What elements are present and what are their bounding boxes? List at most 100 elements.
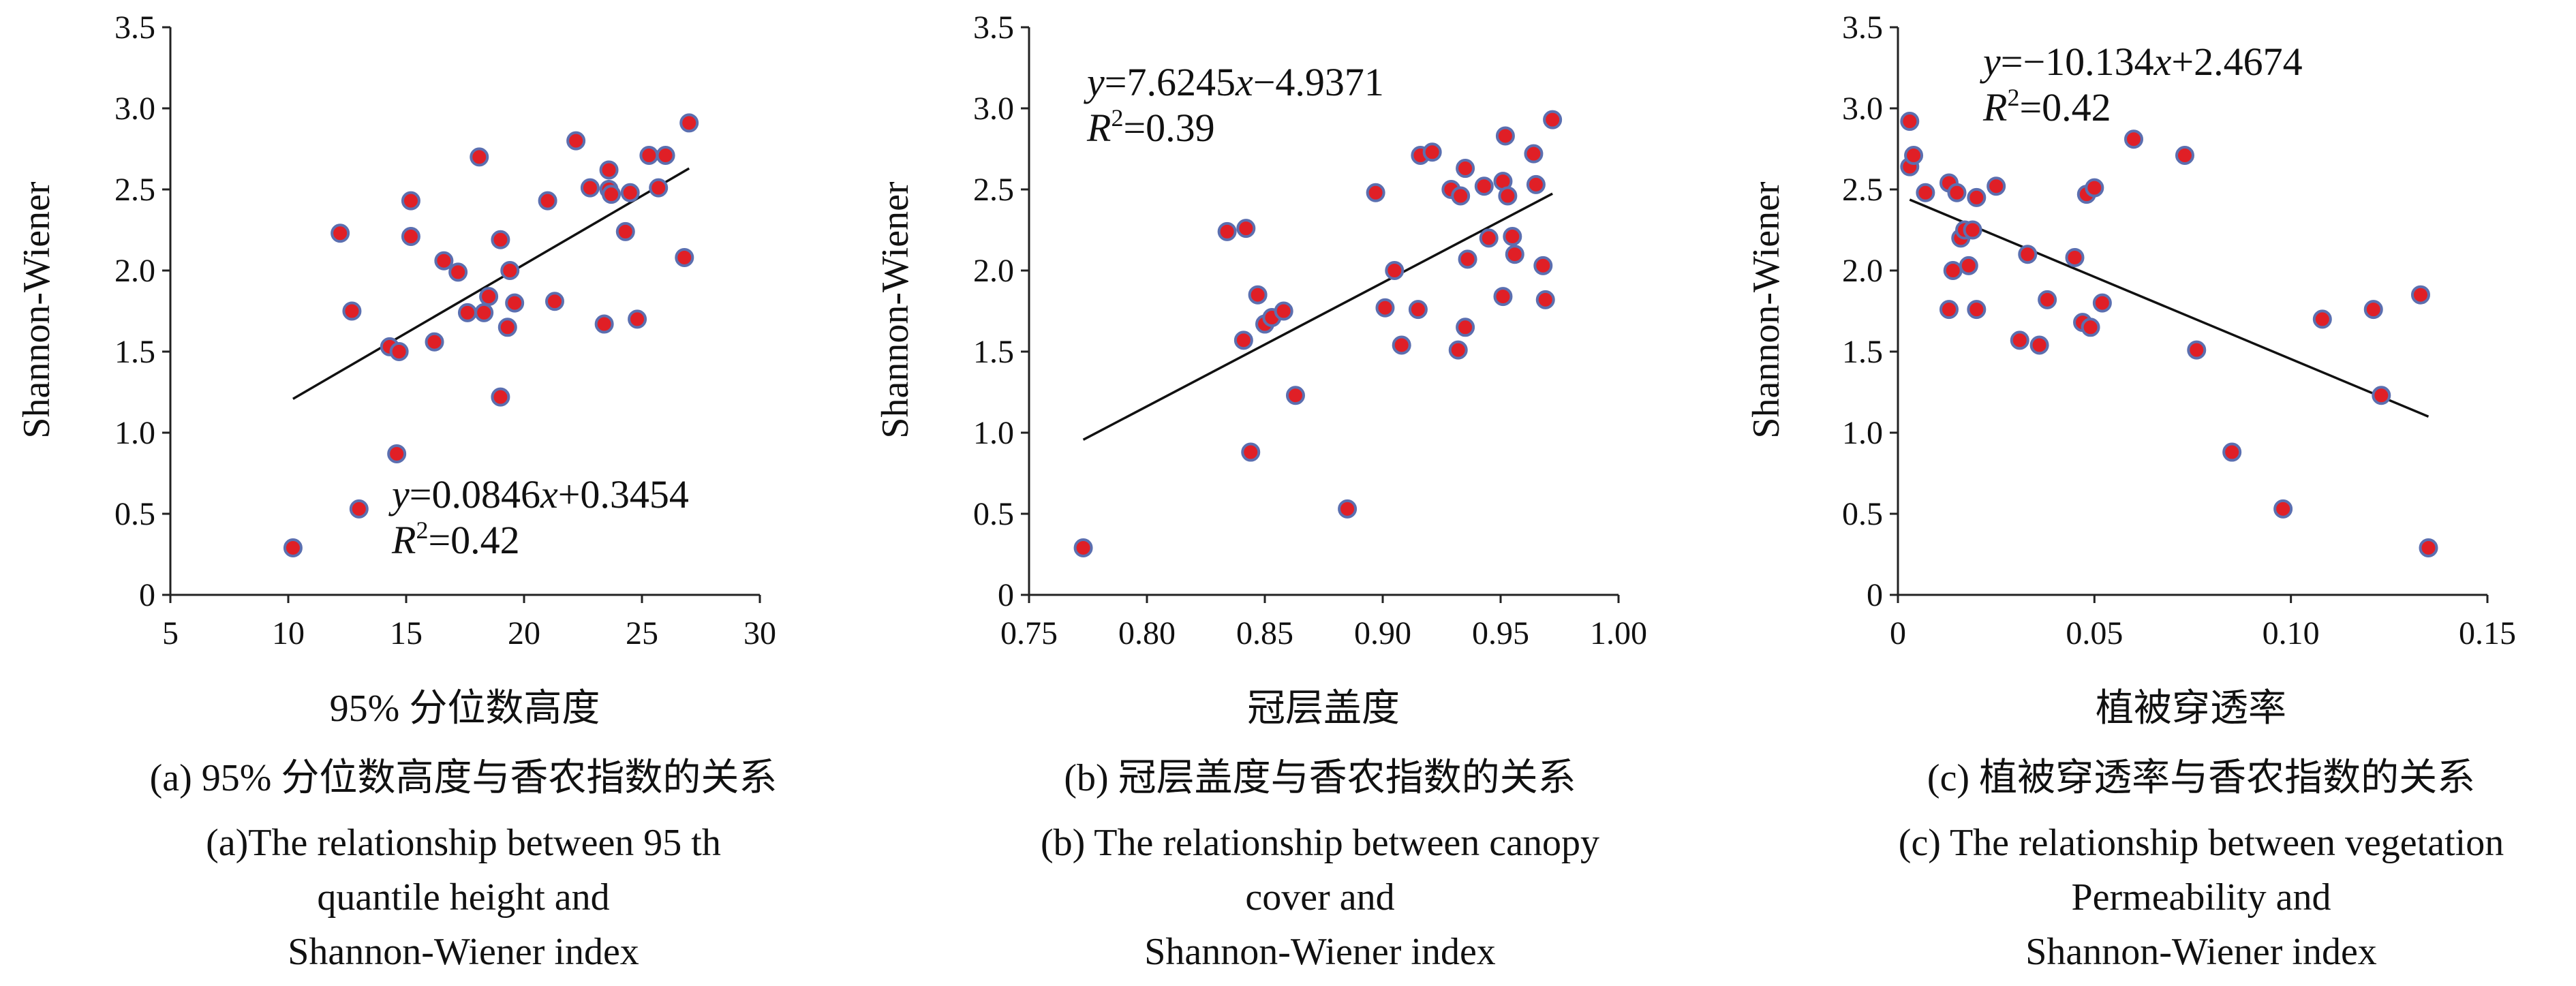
x-tick-label-b: 0.80 [1118,615,1176,651]
data-point-a [538,191,557,211]
y-tick-label-a: 1.0 [114,415,155,451]
data-point-a [602,185,622,204]
panel-a: 0 0.5 1.0 1.5 2.0 2.5 3.0 3.5 5 10 15 20 25 30 Shanno… [16,10,777,973]
data-point-c [1959,256,1978,275]
data-point-c [2372,386,2391,405]
x-tick-label-b: 1.00 [1590,615,1647,651]
x-tick-label-a: 15 [390,615,423,651]
data-point-c [2124,129,2143,149]
data-point-a [649,178,669,198]
caption-en-a-1: (a)The relationship between 95 th [206,822,721,864]
data-point-a [401,191,420,211]
caption-cn-a: (a) 95% 分位数高度与香农指数的关系 [150,757,778,799]
data-point-c [1987,176,2006,196]
data-point-b [1233,330,1253,350]
data-point-c [1967,300,1987,320]
data-point-c [1904,146,1924,166]
caption-cn-b: (b) 冠层盖度与香农指数的关系 [1064,757,1576,799]
panel-b: 0 0.5 1.0 1.5 2.0 2.5 3.0 3.5 0.75 0.80 0.85 0.90 0.… [874,10,1647,973]
data-point-a [401,227,420,247]
data-point-a [448,262,468,282]
data-point-a [675,247,694,267]
data-point-a [545,292,564,311]
data-point-a [505,293,525,313]
y-tick-label-b: 3.0 [973,91,1014,127]
data-point-c [1943,261,1963,280]
data-point-b [1456,159,1475,179]
data-point-b [1248,285,1268,305]
data-point-b [1366,183,1385,202]
x-tick-label-b: 0.85 [1236,615,1293,651]
data-point-c [2175,146,2194,166]
equation-c: y=−10.134x+2.4674 [1980,40,2303,84]
caption-en-a-3: Shannon-Wiener index [288,931,639,973]
data-point-a [628,309,647,329]
r-squared-a: R2=0.42 [391,517,520,562]
data-point-a [491,387,510,407]
y-tick-label-a: 2.5 [114,172,155,208]
data-point-b [1495,126,1515,146]
data-point-c [2092,293,2112,313]
data-point-c [2081,318,2100,337]
caption-en-a-2: quantile height and [317,876,609,919]
data-point-c [1967,187,1987,207]
data-point-a [566,131,586,151]
data-point-a [620,183,640,202]
data-point-b [1524,144,1544,164]
x-tick-label-a: 25 [626,615,658,651]
x-tick-label-c: 0.05 [2066,615,2123,651]
y-tick-label-a: 0.5 [114,496,155,532]
x-axis-title-a: 95% 分位数高度 [330,688,600,730]
y-tick-label-c: 0.5 [1842,496,1883,532]
data-point-c [1939,300,1959,320]
data-point-b [1533,256,1553,275]
data-point-c [2312,309,2332,329]
data-point-a [389,342,409,361]
y-tick-label-a: 3.0 [114,91,155,127]
data-point-b [1474,176,1494,196]
data-point-a [639,146,659,166]
data-point-c [2222,442,2242,462]
data-point-c [2010,330,2029,350]
data-point-c [2187,340,2207,360]
plot-layer-c: 0 0.5 1.0 1.5 2.0 2.5 3.0 3.5 0 0.05 0.10 0.15 [1842,10,2516,651]
x-axis-title-b: 冠层盖度 [1247,688,1400,730]
data-point-b [1498,186,1518,206]
data-point-a [491,230,510,249]
data-point-b [1385,261,1405,280]
data-point-c [2273,499,2293,519]
data-point-c [1900,112,1920,132]
data-point-a [283,538,303,557]
data-point-a [656,146,675,166]
data-point-b [1338,499,1358,519]
r-squared-c: R2=0.42 [1982,84,2111,129]
x-tick-label-a: 5 [162,615,179,651]
data-point-c [2029,335,2049,355]
data-point-a [470,147,489,167]
data-point-b [1073,538,1093,557]
data-point-b [1392,335,1411,355]
y-tick-label-c: 2.5 [1842,172,1883,208]
y-tick-label-b: 2.0 [973,253,1014,289]
x-tick-label-c: 0.15 [2459,615,2516,651]
data-point-a [457,303,477,322]
data-point-c [1947,183,1967,202]
fit-line-a [292,167,690,400]
x-tick-label-a: 10 [272,615,305,651]
data-point-b [1505,245,1524,264]
r-squared-b: R2=0.39 [1086,104,1215,150]
data-point-b [1241,442,1261,462]
data-point-b [1217,221,1237,241]
data-point-a [594,314,614,334]
caption-cn-c: (c) 植被穿透率与香农指数的关系 [1927,757,2475,799]
data-point-c [2018,245,2038,264]
caption-en-c-3: Shannon-Wiener index [2025,931,2377,973]
plot-layer-a: 0 0.5 1.0 1.5 2.0 2.5 3.0 3.5 5 10 15 20 25 30 [114,10,776,651]
data-point-b [1451,186,1471,206]
y-tick-label-b: 1.0 [973,415,1014,451]
data-point-a [342,301,362,321]
data-point-b [1375,298,1395,318]
y-tick-label-a: 3.5 [114,10,155,46]
data-point-b [1493,287,1513,307]
